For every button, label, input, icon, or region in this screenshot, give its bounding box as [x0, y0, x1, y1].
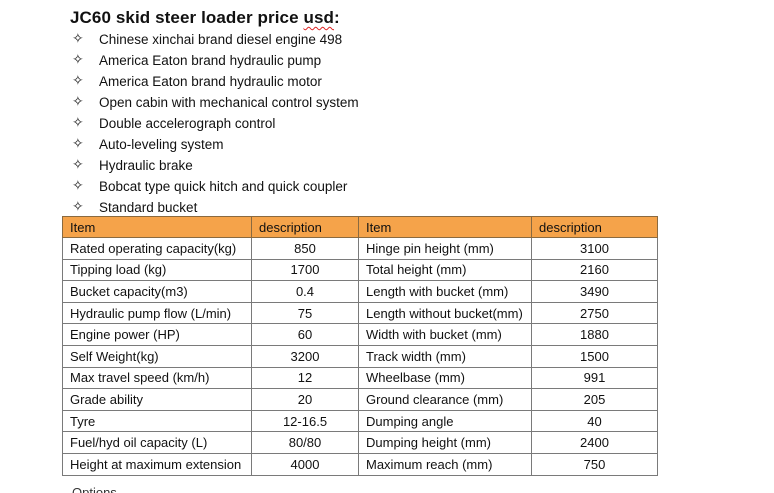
feature-text: America Eaton brand hydraulic motor	[99, 74, 322, 89]
spec-label-left: Hydraulic pump flow (L/min)	[62, 301, 252, 325]
spec-value-right: 205	[531, 388, 658, 411]
sparkle-bullet-icon: ✧	[72, 73, 84, 89]
table-row: Grade ability 20 Ground clearance (mm) 205	[62, 388, 658, 411]
sparkle-bullet-icon: ✧	[72, 52, 84, 68]
feature-text: Double accelerograph control	[99, 116, 276, 131]
spec-value-left: 850	[251, 237, 359, 260]
spec-label-right: Total height (mm)	[358, 258, 532, 282]
spec-table: Item description Item description Rated …	[62, 216, 658, 476]
feature-item: ✧ Hydraulic brake	[72, 155, 359, 176]
spec-label-left: Height at maximum extension	[62, 452, 252, 476]
spec-label-left: Fuel/hyd oil capacity (L)	[62, 431, 252, 454]
table-row: Max travel speed (km/h) 12 Wheelbase (mm) 9…	[62, 366, 658, 390]
spec-label-left: Tyre	[62, 409, 252, 433]
table-row: Tipping load (kg) 1700 Total height (mm) 21…	[62, 258, 658, 282]
table-row: Hydraulic pump flow (L/min) 75 Length with…	[62, 301, 658, 325]
table-header-row: Item description Item description	[62, 216, 658, 238]
spec-label-right: Width with bucket (mm)	[358, 323, 532, 346]
feature-text: Auto-leveling system	[99, 137, 224, 152]
title-suffix: :	[334, 8, 340, 27]
header-item-right: Item	[358, 216, 532, 238]
spec-value-right: 2750	[531, 301, 658, 325]
spec-label-right: Wheelbase (mm)	[358, 366, 532, 390]
spec-value-left: 75	[251, 301, 359, 325]
spec-value-left: 4000	[251, 452, 359, 476]
spec-value-left: 1700	[251, 258, 359, 282]
table-row: Rated operating capacity(kg) 850 Hinge pin…	[62, 237, 658, 260]
sparkle-bullet-icon: ✧	[72, 178, 84, 194]
table-row: Self Weight(kg) 3200 Track width (mm) 1500	[62, 344, 658, 368]
feature-item: ✧ Standard bucket	[72, 197, 359, 218]
spec-label-left: Self Weight(kg)	[62, 344, 252, 368]
feature-text: Bobcat type quick hitch and quick couple…	[99, 179, 348, 194]
spec-value-right: 750	[531, 452, 658, 476]
spec-table-body: Rated operating capacity(kg) 850 Hinge pin…	[62, 237, 658, 476]
trailing-text: Options	[72, 485, 117, 493]
spec-label-right: Hinge pin height (mm)	[358, 237, 532, 260]
spec-value-left: 20	[251, 388, 359, 411]
spec-label-right: Track width (mm)	[358, 344, 532, 368]
sparkle-bullet-icon: ✧	[72, 31, 84, 47]
spec-value-right: 1500	[531, 344, 658, 368]
feature-item: ✧ America Eaton brand hydraulic pump	[72, 50, 359, 71]
spec-label-left: Bucket capacity(m3)	[62, 280, 252, 303]
feature-list: ✧ Chinese xinchai brand diesel engine 498…	[72, 29, 359, 218]
spec-value-right: 3490	[531, 280, 658, 303]
spec-label-right: Dumping angle	[358, 409, 532, 433]
spec-label-left: Engine power (HP)	[62, 323, 252, 346]
title-prefix: JC60 skid steer loader price	[70, 8, 304, 27]
table-row: Fuel/hyd oil capacity (L) 80/80 Dumping he…	[62, 431, 658, 454]
sparkle-bullet-icon: ✧	[72, 94, 84, 110]
spec-label-left: Grade ability	[62, 388, 252, 411]
spec-value-right: 3100	[531, 237, 658, 260]
feature-text: Hydraulic brake	[99, 158, 193, 173]
feature-item: ✧ Bobcat type quick hitch and quick coupl…	[72, 176, 359, 197]
spec-label-right: Ground clearance (mm)	[358, 388, 532, 411]
feature-text: Standard bucket	[99, 200, 198, 215]
spec-value-left: 12	[251, 366, 359, 390]
table-row: Bucket capacity(m3) 0.4 Length with bucket…	[62, 280, 658, 303]
spec-value-right: 991	[531, 366, 658, 390]
table-row: Engine power (HP) 60 Width with bucket (mm…	[62, 323, 658, 346]
feature-item: ✧ Double accelerograph control	[72, 113, 359, 134]
spec-label-left: Tipping load (kg)	[62, 258, 252, 282]
spec-value-right: 2400	[531, 431, 658, 454]
spec-label-right: Dumping height (mm)	[358, 431, 532, 454]
spec-label-right: Length without bucket(mm)	[358, 301, 532, 325]
table-row: Height at maximum extension 4000 Maximum r…	[62, 452, 658, 476]
spec-value-left: 80/80	[251, 431, 359, 454]
spec-value-left: 0.4	[251, 280, 359, 303]
feature-item: ✧ Open cabin with mechanical control syst…	[72, 92, 359, 113]
page-title: JC60 skid steer loader price usd:	[70, 8, 340, 28]
sparkle-bullet-icon: ✧	[72, 136, 84, 152]
spec-value-left: 3200	[251, 344, 359, 368]
sparkle-bullet-icon: ✧	[72, 199, 84, 215]
sparkle-bullet-icon: ✧	[72, 115, 84, 131]
feature-item: ✧ Auto-leveling system	[72, 134, 359, 155]
spec-value-left: 60	[251, 323, 359, 346]
header-description-left: description	[251, 216, 359, 238]
spec-value-right: 1880	[531, 323, 658, 346]
spec-label-left: Rated operating capacity(kg)	[62, 237, 252, 260]
feature-item: ✧ Chinese xinchai brand diesel engine 498	[72, 29, 359, 50]
table-row: Tyre 12-16.5 Dumping angle 40	[62, 409, 658, 433]
header-item-left: Item	[62, 216, 252, 238]
spec-label-right: Maximum reach (mm)	[358, 452, 532, 476]
feature-text: Chinese xinchai brand diesel engine 498	[99, 32, 343, 47]
title-currency: usd	[303, 8, 334, 27]
spec-value-right: 2160	[531, 258, 658, 282]
sparkle-bullet-icon: ✧	[72, 157, 84, 173]
spec-label-right: Length with bucket (mm)	[358, 280, 532, 303]
feature-item: ✧ America Eaton brand hydraulic motor	[72, 71, 359, 92]
spec-value-right: 40	[531, 409, 658, 433]
spec-value-left: 12-16.5	[251, 409, 359, 433]
header-description-right: description	[531, 216, 658, 238]
feature-text: Open cabin with mechanical control syste…	[99, 95, 359, 110]
feature-text: America Eaton brand hydraulic pump	[99, 53, 322, 68]
spec-label-left: Max travel speed (km/h)	[62, 366, 252, 390]
